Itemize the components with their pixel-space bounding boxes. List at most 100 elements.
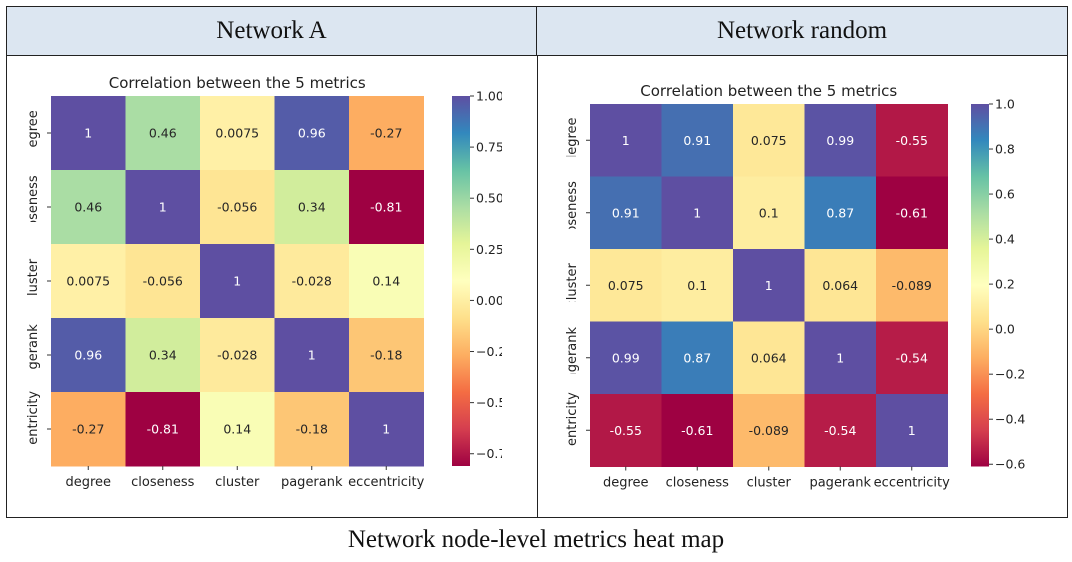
b-value-r4-c3: -0.54 xyxy=(824,423,856,438)
a-cell-r4-c0 xyxy=(51,392,126,467)
b-value-r1-c1: 1 xyxy=(693,205,701,220)
b-value-r3-c1: 0.87 xyxy=(683,350,711,365)
b-cell-r2-c2 xyxy=(733,249,805,322)
b-cell-r4-c3 xyxy=(804,394,877,467)
a-cell-r0-c4 xyxy=(349,96,424,171)
figure-caption: Network node-level metrics heat map xyxy=(347,526,725,553)
b-xlabel-3: pagerank xyxy=(809,476,871,491)
a-cell-r1-c2 xyxy=(200,170,275,245)
b-cell-r0-c3 xyxy=(804,104,877,177)
a-value-r4-c4: 1 xyxy=(382,422,390,437)
b-xlabel-1: closeness xyxy=(666,476,729,491)
b-ylabel-0: degree xyxy=(565,117,580,163)
a-value-r0-c4: -0.27 xyxy=(370,126,402,141)
b-ylabel-2: cluster xyxy=(565,262,580,307)
a-value-r2-c2: 1 xyxy=(233,274,241,289)
a-value-r4-c1: -0.81 xyxy=(147,422,179,437)
b-cell-r2-c0 xyxy=(590,249,662,322)
b-title: Correlation between the 5 metrics xyxy=(640,82,897,100)
b-cbar-label-4: 0.2 xyxy=(995,277,1015,292)
a-cbar-label-1: 0.75 xyxy=(476,140,502,155)
a-cell-r2-c3 xyxy=(274,244,350,319)
a-value-r0-c1: 0.46 xyxy=(149,126,177,141)
b-cbar-label-3: 0.4 xyxy=(995,232,1015,247)
b-value-r2-c3: 0.064 xyxy=(822,278,858,293)
a-cell-r3-c0 xyxy=(51,318,126,393)
a-title: Correlation between the 5 metrics xyxy=(109,74,366,92)
b-cell-r0-c0 xyxy=(590,104,662,177)
a-cell-r4-c2 xyxy=(200,392,275,467)
a-value-r1-c2: -0.056 xyxy=(217,200,257,215)
a-xlabel-2: cluster xyxy=(215,475,260,490)
a-value-r3-c4: -0.18 xyxy=(370,348,402,363)
b-cell-r3-c1 xyxy=(661,321,734,395)
a-cell-r1-c3 xyxy=(274,170,350,245)
b-cell-r3-c4 xyxy=(876,321,948,395)
b-xlabel-0: degree xyxy=(603,476,649,491)
a-cell-r1-c0 xyxy=(51,170,126,245)
a-value-r4-c2: 0.14 xyxy=(223,422,251,437)
b-value-r0-c2: 0.075 xyxy=(751,133,787,148)
a-value-r0-c2: 0.0075 xyxy=(215,126,259,141)
b-cbar-label-5: 0.0 xyxy=(995,322,1015,337)
a-cell-r0-c3 xyxy=(274,96,350,171)
a-cbar-label-3: 0.25 xyxy=(476,242,502,257)
b-value-r3-c4: -0.54 xyxy=(896,350,928,365)
table-frame: Network A Network random xyxy=(6,6,1068,518)
b-cell-r4-c0 xyxy=(590,394,662,467)
a-cell-r2-c4 xyxy=(349,244,424,319)
a-cell-r3-c2 xyxy=(200,318,275,393)
b-value-r2-c1: 0.1 xyxy=(687,278,707,293)
a-value-r3-c2: -0.028 xyxy=(217,348,257,363)
b-value-r2-c4: -0.089 xyxy=(892,278,932,293)
a-cell-r3-c1 xyxy=(125,318,201,393)
a-value-r1-c1: 1 xyxy=(159,200,167,215)
a-value-r4-c3: -0.18 xyxy=(296,422,328,437)
b-value-r0-c0: 1 xyxy=(622,133,630,148)
heatmap-network-random: Correlation between the 5 metrics 1 0.91 0.… xyxy=(565,82,1025,491)
b-cell-r4-c2 xyxy=(733,394,805,467)
a-cell-r0-c1 xyxy=(125,96,201,171)
a-cbar-label-2: 0.50 xyxy=(476,191,502,206)
b-cell-r1-c0 xyxy=(590,176,662,250)
b-cell-r1-c2 xyxy=(733,176,805,250)
a-ylabel-0: degree xyxy=(26,110,41,156)
b-cell-r0-c4 xyxy=(876,104,948,177)
a-cbar-label-7: −0.75 xyxy=(476,446,502,461)
a-value-r3-c0: 0.96 xyxy=(74,348,102,363)
a-cbar-label-6: −0.50 xyxy=(476,395,502,410)
b-value-r2-c2: 1 xyxy=(765,278,773,293)
b-cell-r0-c1 xyxy=(661,104,734,177)
a-value-r2-c0: 0.0075 xyxy=(66,274,110,289)
a-value-r0-c0: 1 xyxy=(84,126,92,141)
b-value-r3-c2: 0.064 xyxy=(751,350,787,365)
heatmap-network-a: Correlation between the 5 metrics 1 0.46 0.… xyxy=(26,74,502,490)
a-value-r3-c1: 0.34 xyxy=(149,348,177,363)
a-cell-r4-c4 xyxy=(349,392,424,467)
a-xlabel-0: degree xyxy=(65,475,111,490)
b-cell-r2-c4 xyxy=(876,249,948,322)
a-cbar-label-4: 0.00 xyxy=(476,293,502,308)
b-colorbar xyxy=(971,104,989,467)
b-value-r0-c4: -0.55 xyxy=(896,133,928,148)
a-cell-r4-c3 xyxy=(274,392,350,467)
a-ylabel-1: closeness xyxy=(26,175,41,238)
a-cell-r2-c0 xyxy=(51,244,126,319)
b-cbar-label-2: 0.6 xyxy=(995,187,1015,202)
b-value-r0-c3: 0.99 xyxy=(826,133,854,148)
b-cell-r3-c3 xyxy=(804,321,877,395)
b-value-r4-c1: -0.61 xyxy=(681,423,713,438)
b-value-r4-c0: -0.55 xyxy=(610,423,642,438)
a-cbar-label-5: −0.25 xyxy=(476,344,502,359)
b-value-r1-c2: 0.1 xyxy=(759,205,779,220)
b-value-r3-c0: 0.99 xyxy=(612,350,640,365)
b-value-r3-c3: 1 xyxy=(836,350,844,365)
a-value-r1-c3: 0.34 xyxy=(298,200,326,215)
a-xlabel-1: closeness xyxy=(131,475,194,490)
a-value-r2-c3: -0.028 xyxy=(292,274,332,289)
a-value-r1-c0: 0.46 xyxy=(74,200,102,215)
a-value-r2-c4: 0.14 xyxy=(372,274,400,289)
b-cbar-label-7: −0.4 xyxy=(995,412,1025,427)
b-cell-r2-c1 xyxy=(661,249,734,322)
b-value-r1-c4: -0.61 xyxy=(896,205,928,220)
